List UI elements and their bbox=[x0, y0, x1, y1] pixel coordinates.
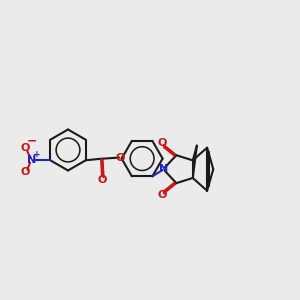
Text: O: O bbox=[20, 167, 29, 177]
Text: N: N bbox=[159, 164, 168, 174]
Text: O: O bbox=[158, 138, 167, 148]
Text: O: O bbox=[20, 143, 29, 154]
Text: N: N bbox=[27, 155, 36, 165]
Text: +: + bbox=[33, 150, 41, 159]
Text: O: O bbox=[98, 175, 107, 184]
Text: O: O bbox=[116, 153, 125, 163]
Text: O: O bbox=[158, 190, 167, 200]
Text: −: − bbox=[27, 135, 38, 148]
